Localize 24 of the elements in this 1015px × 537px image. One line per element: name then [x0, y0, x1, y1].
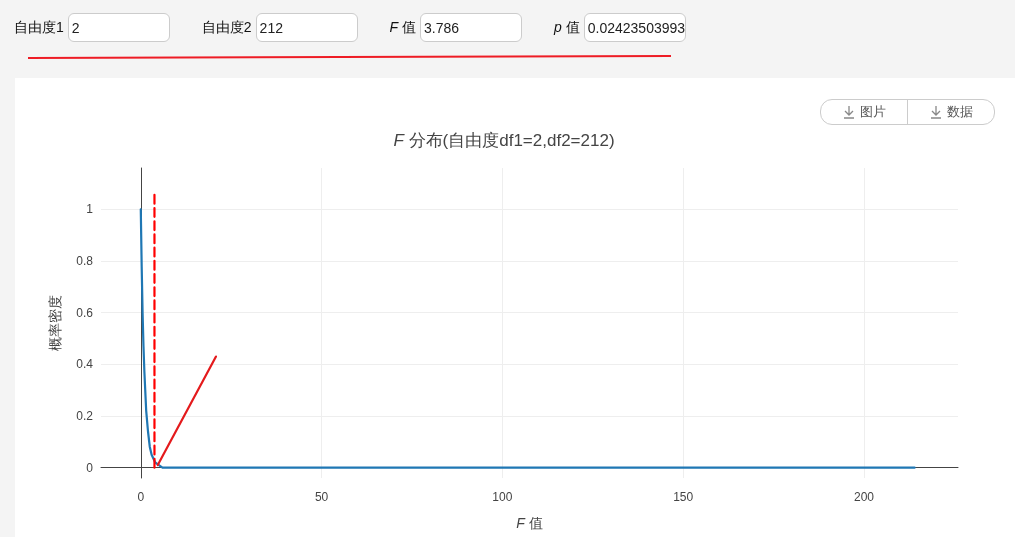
text-field: 3.786 — [420, 13, 523, 42]
x-axis-title: F 值 — [516, 515, 543, 531]
chart-title: F 分布(自由度df1=2,df2=212) — [393, 131, 615, 150]
x-tick-label: 100 — [492, 490, 513, 504]
text: F 值 — [389, 18, 417, 37]
button-group: 图片 数据 — [820, 99, 995, 125]
text: 自由度2 — [201, 18, 252, 37]
line-series — [139, 208, 916, 469]
y-tick-label: 1 — [86, 202, 94, 217]
text-field: 2 — [67, 13, 170, 42]
y-tick-label: 0 — [86, 460, 94, 475]
x-tick-label: 50 — [314, 490, 329, 504]
y-axis-title: 概率密度 — [47, 295, 63, 351]
y-tick-label: 0.8 — [76, 254, 94, 268]
text: 自由度1 — [14, 18, 64, 37]
x-tick-label: 0 — [137, 490, 145, 504]
y-tick-label: 0.6 — [76, 305, 94, 320]
text-field: 0.02423503993 — [583, 13, 686, 42]
x-tick-label: 200 — [853, 490, 875, 504]
x-tick-label: 150 — [673, 490, 694, 504]
text-field: 212 — [255, 13, 358, 42]
text: p 值 — [554, 18, 580, 37]
y-tick-label: 0.4 — [76, 357, 94, 372]
y-tick-label: 0.2 — [76, 409, 94, 423]
